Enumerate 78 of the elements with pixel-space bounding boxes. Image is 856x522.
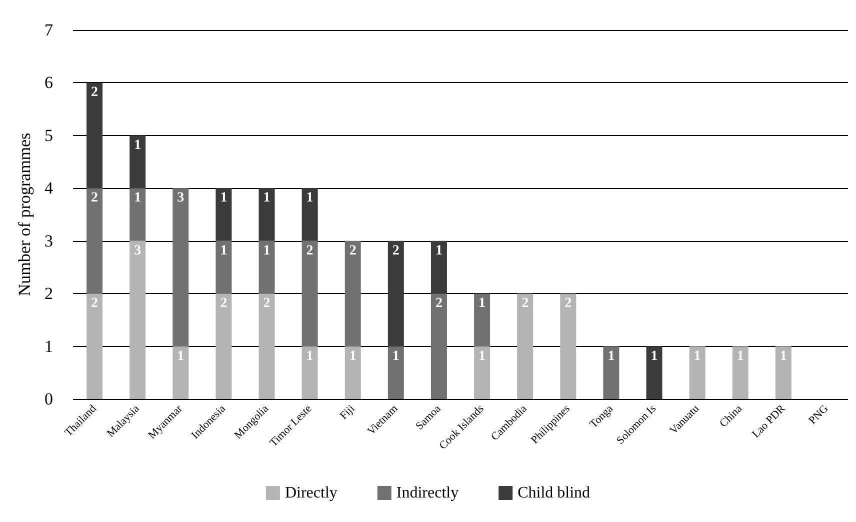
- data-label: 1: [608, 348, 615, 364]
- bar: [603, 346, 620, 399]
- data-label: 3: [134, 243, 142, 258]
- data-label: 1: [306, 190, 314, 206]
- bar: [302, 346, 318, 399]
- bar: [86, 294, 103, 399]
- bar: [302, 188, 318, 241]
- bar: [172, 188, 189, 346]
- bar: [388, 346, 404, 399]
- data-label: 1: [478, 348, 486, 364]
- bar: [302, 240, 318, 346]
- bar: [258, 240, 275, 294]
- bar: [474, 346, 490, 399]
- legend-label: Directly: [284, 484, 338, 502]
- data-label: 1: [478, 296, 486, 312]
- bar: [430, 240, 447, 294]
- x-tick-label: Fiji: [338, 402, 358, 422]
- data-label: 2: [91, 190, 98, 206]
- legend-label: Child blind: [518, 484, 590, 502]
- data-label: 2: [91, 296, 98, 312]
- data-label: 1: [134, 190, 142, 206]
- data-label: 1: [263, 190, 270, 206]
- y-tick-label: 7: [44, 20, 54, 40]
- data-label: 2: [91, 85, 98, 100]
- y-tick-label: 3: [44, 231, 53, 250]
- data-label: 1: [220, 243, 228, 258]
- bar: [775, 346, 792, 399]
- data-label: 2: [263, 296, 270, 312]
- data-label: 1: [736, 348, 744, 364]
- data-label: 1: [263, 243, 270, 258]
- bar: [646, 346, 662, 399]
- bar: [86, 188, 103, 294]
- bar: [732, 346, 748, 399]
- data-label: 1: [780, 348, 787, 364]
- data-label: 1: [220, 190, 228, 206]
- data-label: 1: [306, 348, 314, 364]
- data-label: 2: [392, 243, 400, 258]
- data-label: 2: [349, 243, 356, 258]
- bar: [130, 135, 146, 188]
- bar: [560, 294, 576, 399]
- data-label: 2: [220, 296, 228, 312]
- bar: [258, 294, 275, 399]
- data-label: 1: [650, 348, 658, 364]
- bar: [430, 294, 447, 399]
- data-label: 2: [522, 296, 529, 312]
- y-tick-label: 6: [44, 73, 53, 92]
- data-label: 1: [349, 348, 356, 364]
- bar: [216, 294, 232, 399]
- data-label: 2: [306, 243, 314, 258]
- bar: [474, 294, 490, 346]
- data-label: 1: [435, 243, 442, 258]
- y-axis-title: Number of programmes: [15, 132, 34, 296]
- data-label: 1: [134, 138, 142, 153]
- bar: [216, 188, 232, 241]
- x-tick-label: Lao PDR: [750, 402, 788, 440]
- bar: [344, 346, 361, 399]
- bar: [130, 240, 146, 399]
- bar: [258, 188, 275, 241]
- bar: [86, 82, 103, 188]
- bar: [517, 294, 534, 399]
- data-label: 1: [694, 348, 701, 364]
- bar: [216, 240, 232, 294]
- bar: [689, 346, 706, 399]
- data-label: 2: [564, 296, 572, 312]
- data-label: 1: [392, 348, 400, 364]
- y-tick-label: 4: [44, 178, 54, 198]
- data-label: 1: [177, 348, 184, 364]
- y-tick-label: 1: [44, 336, 53, 356]
- y-tick-label: 0: [44, 390, 53, 408]
- bar: [344, 240, 361, 346]
- y-tick-label: 5: [44, 126, 53, 145]
- y-tick-label: 2: [44, 284, 53, 304]
- data-label: 2: [435, 296, 442, 312]
- bar: [130, 188, 146, 241]
- legend-label: Indirectly: [396, 484, 459, 502]
- bar: [388, 240, 404, 346]
- bar: [172, 346, 189, 399]
- data-label: 3: [177, 190, 184, 206]
